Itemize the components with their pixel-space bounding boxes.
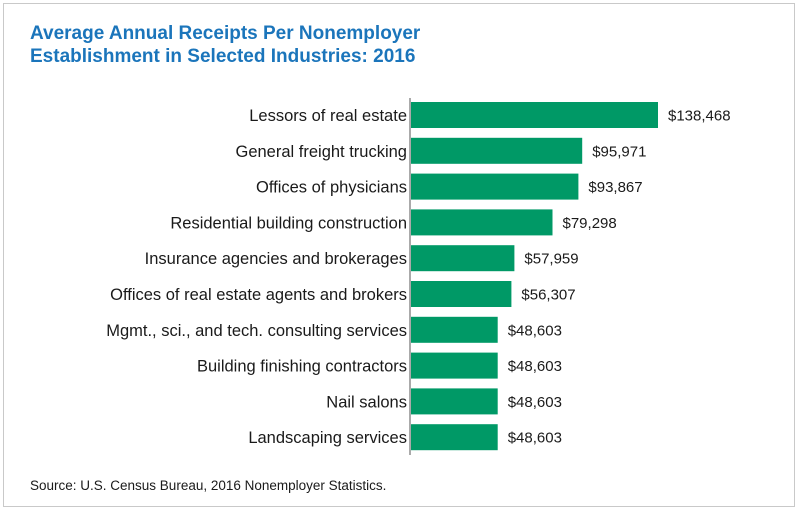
value-label-1: $95,971 [592, 143, 646, 160]
value-label-6: $48,603 [508, 322, 562, 339]
bar-4 [411, 245, 515, 272]
bar-7 [411, 352, 498, 379]
category-label-1: General freight trucking [235, 143, 407, 161]
category-label-3: Residential building construction [170, 214, 407, 232]
category-label-0: Lessors of real estate [249, 107, 407, 125]
category-label-8: Nail salons [326, 393, 407, 411]
chart-title-line-2: Establishment in Selected Industries: 20… [30, 46, 416, 67]
value-label-4: $57,959 [524, 251, 578, 268]
value-label-2: $93,867 [588, 179, 642, 196]
bar-6 [411, 316, 498, 343]
value-label-9: $48,603 [508, 430, 562, 447]
value-label-5: $56,307 [521, 287, 575, 304]
bar-3 [411, 209, 553, 236]
chart-title-line-1: Average Annual Receipts Per Nonemployer [30, 23, 421, 44]
bar-8 [411, 388, 498, 415]
chart-title: Average Annual Receipts Per Nonemployer … [30, 22, 420, 68]
category-label-6: Mgmt., sci., and tech. consulting servic… [106, 322, 407, 340]
value-label-7: $48,603 [508, 358, 562, 375]
bar-2 [411, 173, 579, 200]
category-label-2: Offices of physicians [256, 179, 407, 197]
category-label-7: Building finishing contractors [197, 358, 407, 376]
chart-frame [3, 3, 795, 507]
bar-1 [411, 137, 583, 164]
value-label-0: $138,468 [668, 108, 731, 125]
bar-5 [411, 281, 512, 307]
category-label-9: Landscaping services [248, 429, 407, 447]
category-label-4: Insurance agencies and brokerages [145, 250, 407, 268]
bar-0 [411, 102, 658, 128]
category-label-5: Offices of real estate agents and broker… [110, 286, 407, 304]
value-label-8: $48,603 [508, 394, 562, 411]
source-note: Source: U.S. Census Bureau, 2016 Nonempl… [30, 478, 387, 493]
bar-9 [411, 424, 498, 451]
value-label-3: $79,298 [563, 215, 617, 232]
